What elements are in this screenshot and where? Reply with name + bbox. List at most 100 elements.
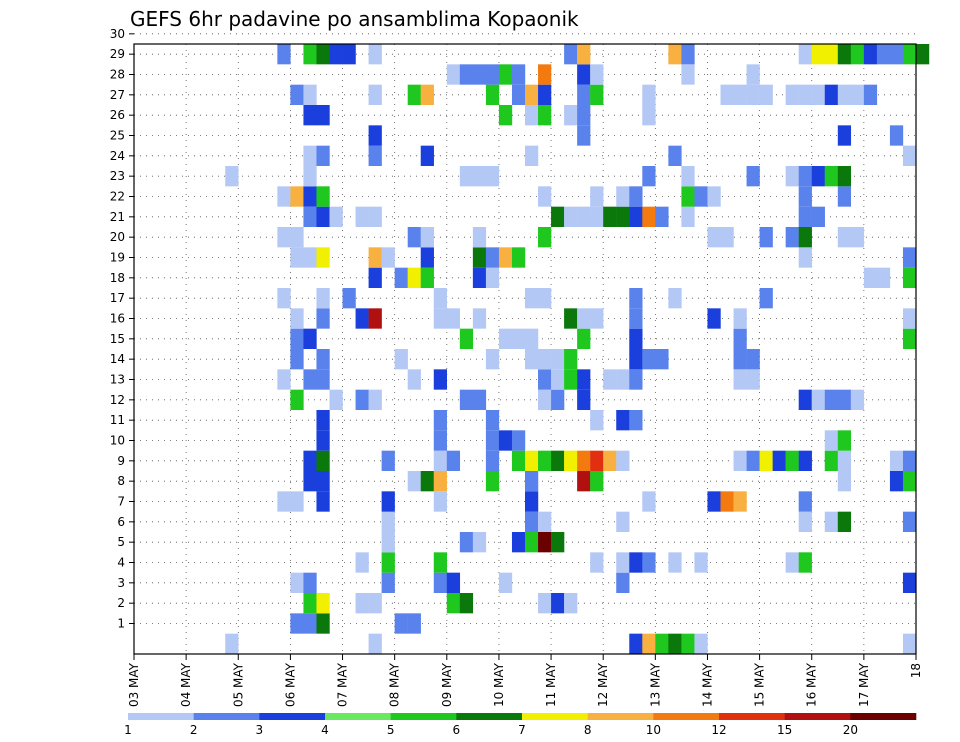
heatmap-cell: [433, 471, 447, 492]
heatmap-cell: [707, 491, 721, 512]
heatmap-cell: [433, 572, 447, 593]
legend-label: 15: [777, 723, 792, 737]
heatmap-cell: [902, 511, 917, 532]
x-tick-label: 16 MAY: [805, 662, 819, 707]
heatmap-cell: [876, 44, 891, 65]
heatmap-cell: [785, 166, 799, 187]
heatmap-cell: [824, 450, 838, 471]
heatmap-cell: [616, 450, 630, 471]
y-tick-label: 5: [117, 535, 125, 549]
legend-swatch: [587, 713, 654, 720]
y-tick-label: 22: [110, 190, 125, 204]
heatmap-cells: [225, 44, 930, 654]
heatmap-cell: [759, 288, 773, 309]
heatmap-cell: [225, 166, 239, 187]
heatmap-cell: [681, 206, 695, 227]
heatmap-cell: [303, 593, 317, 614]
heatmap-cell: [420, 267, 434, 288]
heatmap-cell: [902, 145, 917, 166]
heatmap-cell: [485, 450, 500, 471]
legend-label: 10: [646, 723, 661, 737]
heatmap-cell: [655, 633, 669, 654]
heatmap-cell: [472, 532, 487, 553]
y-tick-label: 16: [110, 312, 125, 326]
legend-label: 3: [256, 723, 264, 737]
heatmap-cell: [420, 471, 434, 492]
heatmap-cell: [459, 166, 474, 187]
heatmap-cell: [538, 593, 552, 614]
heatmap-cell: [902, 267, 917, 288]
heatmap-cell: [798, 166, 812, 187]
heatmap-cell: [824, 389, 838, 410]
heatmap-cell: [485, 410, 500, 431]
y-tick-label: 14: [110, 352, 125, 366]
heatmap-cell: [498, 64, 513, 85]
heatmap-cell: [616, 186, 630, 207]
heatmap-cell: [564, 369, 578, 390]
heatmap-cell: [316, 308, 330, 329]
heatmap-cell: [824, 44, 838, 65]
legend-label: 12: [711, 723, 726, 737]
heatmap-cell: [655, 206, 669, 227]
heatmap-cell: [538, 349, 552, 370]
heatmap-cell: [290, 613, 304, 634]
heatmap-cell: [407, 84, 421, 105]
heatmap-cell: [342, 44, 356, 65]
heatmap-cell: [498, 247, 513, 268]
y-tick-label: 6: [117, 515, 125, 529]
heatmap-cell: [316, 430, 330, 451]
heatmap-cell: [564, 44, 578, 65]
heatmap-cell: [681, 186, 695, 207]
heatmap-cell: [303, 450, 317, 471]
heatmap-cell: [889, 44, 904, 65]
heatmap-cell: [733, 450, 747, 471]
heatmap-cell: [316, 247, 330, 268]
heatmap-cell: [303, 206, 317, 227]
legend-swatch: [653, 713, 720, 720]
heatmap-cell: [837, 186, 852, 207]
heatmap-cell: [525, 288, 539, 309]
heatmap-cell: [655, 349, 669, 370]
heatmap-cell: [472, 308, 487, 329]
heatmap-cell: [511, 532, 526, 553]
heatmap-cell: [290, 572, 304, 593]
heatmap-cell: [733, 84, 747, 105]
y-tick-label: 27: [110, 88, 125, 102]
heatmap-cell: [837, 125, 852, 146]
heatmap-cell: [277, 369, 291, 390]
x-tick-label: 08 MAY: [388, 662, 402, 707]
heatmap-cell: [277, 227, 291, 248]
heatmap-cell: [629, 552, 643, 573]
x-tick-label: 10 MAY: [492, 662, 506, 707]
y-tick-label: 29: [110, 47, 125, 61]
legend-swatch: [850, 713, 917, 720]
heatmap-cell: [316, 471, 330, 492]
heatmap-cell: [785, 450, 799, 471]
heatmap-cell: [616, 369, 630, 390]
legend-swatch: [522, 713, 588, 720]
heatmap-cell: [590, 64, 604, 85]
y-tick-label: 2: [117, 596, 125, 610]
heatmap-cell: [538, 389, 552, 410]
x-tick-label: 12 MAY: [596, 662, 610, 707]
heatmap-cell: [798, 206, 812, 227]
heatmap-cell: [225, 633, 239, 654]
heatmap-cell: [863, 84, 878, 105]
heatmap-cell: [472, 227, 487, 248]
heatmap-cell: [902, 633, 917, 654]
heatmap-cell: [511, 430, 526, 451]
heatmap-cell: [525, 84, 539, 105]
heatmap-cell: [564, 593, 578, 614]
heatmap-cell: [733, 369, 747, 390]
heatmap-cell: [746, 450, 760, 471]
heatmap-cell: [420, 84, 434, 105]
heatmap-cell: [902, 471, 917, 492]
heatmap-cell: [472, 166, 487, 187]
heatmap-cell: [837, 227, 852, 248]
heatmap-cell: [551, 450, 565, 471]
heatmap-cell: [759, 227, 773, 248]
heatmap-cell: [525, 532, 539, 553]
heatmap-cell: [316, 349, 330, 370]
heatmap-cell: [707, 186, 721, 207]
heatmap-cell: [303, 186, 317, 207]
